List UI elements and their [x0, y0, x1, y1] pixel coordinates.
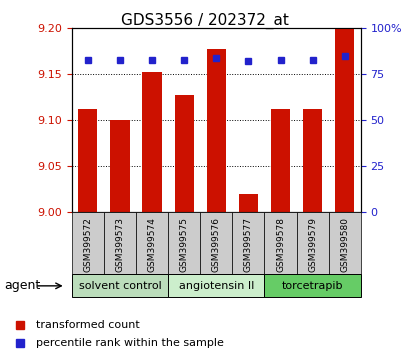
Text: GSM399578: GSM399578	[275, 217, 284, 272]
Bar	[174, 95, 193, 212]
Text: GSM399574: GSM399574	[147, 217, 156, 272]
Bar	[168, 212, 200, 274]
Text: solvent control: solvent control	[79, 281, 161, 291]
Text: angiotensin II: angiotensin II	[178, 281, 253, 291]
Text: GSM399572: GSM399572	[83, 217, 92, 272]
Bar	[110, 120, 129, 212]
Bar	[168, 274, 264, 297]
Bar	[72, 212, 103, 274]
Bar	[72, 274, 168, 297]
Text: GSM399576: GSM399576	[211, 217, 220, 272]
Text: GSM399575: GSM399575	[179, 217, 188, 272]
Bar	[264, 212, 296, 274]
Bar	[264, 274, 360, 297]
Text: GSM399579: GSM399579	[308, 217, 316, 272]
Text: GDS3556 / 202372_at: GDS3556 / 202372_at	[121, 12, 288, 29]
Bar	[142, 72, 161, 212]
Bar	[302, 109, 321, 212]
Bar	[78, 109, 97, 212]
Bar	[270, 109, 290, 212]
Text: GSM399577: GSM399577	[243, 217, 252, 272]
Bar	[206, 48, 225, 212]
Bar	[238, 194, 257, 212]
Bar	[296, 212, 328, 274]
Bar	[200, 212, 232, 274]
Bar	[328, 212, 360, 274]
Bar	[103, 212, 136, 274]
Text: percentile rank within the sample: percentile rank within the sample	[36, 338, 224, 348]
Text: GSM399573: GSM399573	[115, 217, 124, 272]
Bar	[136, 212, 168, 274]
Bar	[334, 28, 353, 212]
Text: GSM399580: GSM399580	[339, 217, 348, 272]
Text: transformed count: transformed count	[36, 320, 139, 330]
Text: agent: agent	[4, 279, 40, 292]
Bar	[232, 212, 264, 274]
Text: torcetrapib: torcetrapib	[281, 281, 343, 291]
